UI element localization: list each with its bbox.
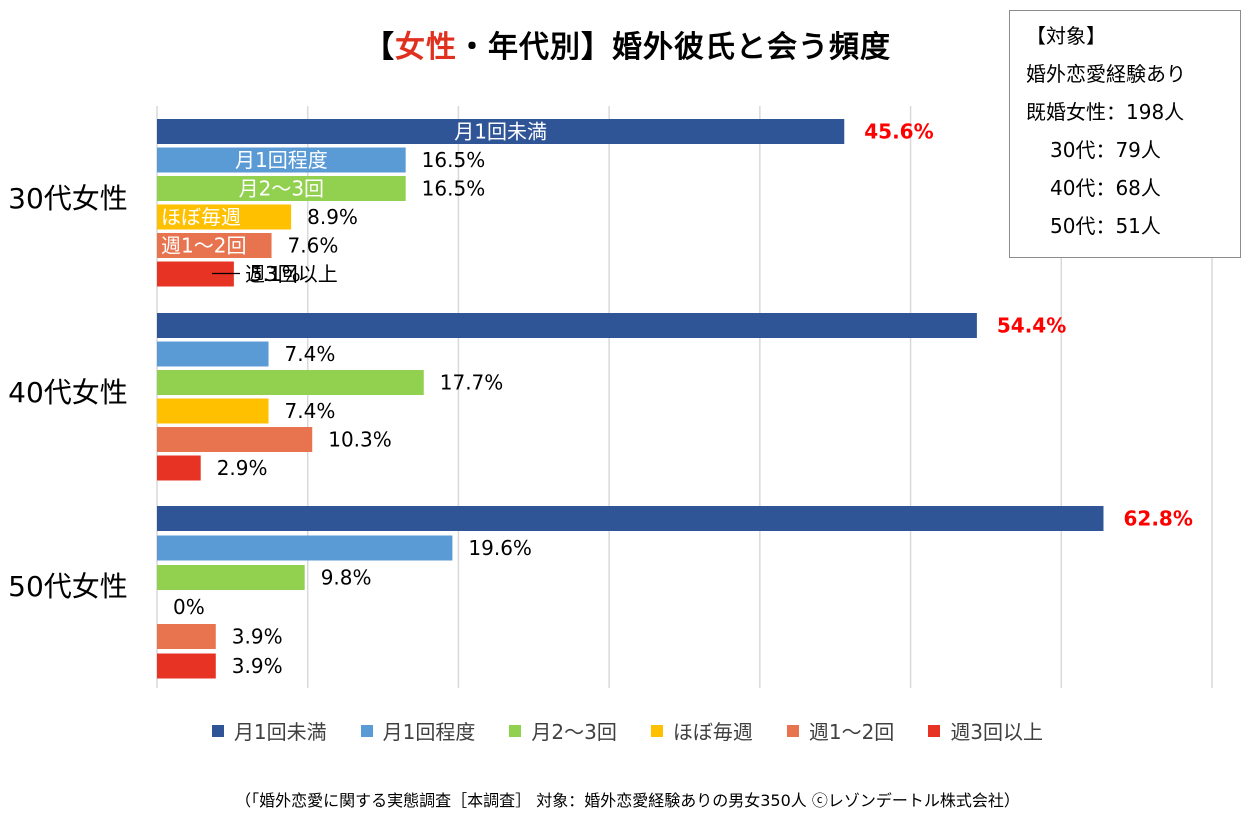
series-name-label: 週1～2回 — [161, 234, 246, 258]
legend-label: 週1～2回 — [808, 720, 895, 744]
legend-item: ほぼ毎週 — [650, 716, 753, 745]
data-label: 16.5% — [422, 148, 486, 172]
info-group-40s: 40代：68人 — [1050, 176, 1161, 200]
bar — [157, 427, 313, 452]
legend-item: 月2～3回 — [509, 716, 617, 745]
legend-swatch — [650, 724, 663, 737]
series-name-label: ほぼ毎週 — [161, 205, 241, 229]
series-name-label: 月1回未満 — [454, 120, 547, 144]
title-prefix: 【 — [364, 30, 395, 65]
info-group-30s: 30代：79人 — [1050, 138, 1161, 162]
data-label: 10.3% — [328, 428, 392, 452]
bar — [157, 204, 292, 230]
bar — [157, 147, 406, 173]
info-line-1: 婚外恋愛経験あり — [1026, 62, 1186, 86]
legend-item: 月1回程度 — [360, 716, 476, 745]
sample-info-box: 【対象】 婚外恋愛経験あり 既婚女性：198人 30代：79人 40代：68人 … — [1009, 10, 1241, 258]
legend-label: 月1回未満 — [233, 720, 327, 744]
bar — [157, 176, 406, 201]
title-suffix: ・年代別】婚外彼氏と会う頻度 — [457, 30, 891, 65]
legend-label: 月2～3回 — [531, 720, 617, 744]
series-name-label: 月1回程度 — [235, 148, 328, 172]
legend-swatch — [211, 724, 224, 737]
bar — [157, 313, 977, 338]
data-label: 16.5% — [422, 177, 486, 201]
legend-swatch — [509, 724, 522, 737]
data-label: 7.4% — [285, 399, 336, 423]
data-label: 17.7% — [440, 371, 504, 395]
legend-item: 週1～2回 — [786, 716, 895, 745]
bar — [157, 506, 1104, 531]
bar — [157, 370, 424, 395]
category-label: 50代女性 — [8, 570, 128, 603]
data-label: 9.8% — [321, 566, 372, 590]
series-name-label: 月2～3回 — [239, 177, 324, 201]
chart-legend: 月1回未満 月1回程度 月2～3回 ほぼ毎週 週1～2回 週3回以上 — [0, 716, 1255, 745]
bar-chart: 30代女性 40代女性 50代女性 45.6% 54.4% 62.8% 16.5% 7.4% 1… — [8, 106, 1213, 688]
category-label: 30代女性 — [8, 182, 128, 215]
data-label: 5.1% — [250, 262, 301, 286]
data-label: 8.9% — [307, 205, 358, 229]
data-label: 54.4% — [997, 314, 1066, 338]
source-footer: （「婚外恋愛に関する実態調査［本調査］ 対象：婚外恋愛経験ありの男女350人 ⓒ… — [235, 791, 1020, 810]
series-name-label: 週3回以上 — [245, 262, 338, 286]
title-highlight: 女性 — [395, 30, 457, 65]
legend-swatch — [928, 724, 941, 737]
legend-label: 週3回以上 — [950, 720, 1044, 744]
data-label: 0% — [173, 595, 205, 619]
legend-label: 月1回程度 — [382, 720, 476, 744]
legend-label: ほぼ毎週 — [672, 720, 753, 744]
bar — [157, 398, 269, 424]
bar — [157, 341, 269, 367]
info-group-50s: 50代：51人 — [1050, 214, 1161, 238]
data-label: 2.9% — [217, 456, 268, 480]
bar — [157, 653, 216, 679]
data-label: 19.6% — [468, 536, 532, 560]
data-label: 45.6% — [864, 120, 933, 144]
data-label: 3.9% — [232, 654, 283, 678]
category-label: 40代女性 — [8, 376, 128, 409]
bar — [157, 565, 305, 590]
data-label: 62.8% — [1123, 507, 1192, 531]
legend-swatch — [360, 724, 373, 737]
data-label: 3.9% — [232, 625, 283, 649]
data-label: 7.6% — [288, 234, 339, 258]
bar — [157, 119, 845, 144]
info-heading: 【対象】 — [1026, 24, 1106, 48]
bar — [157, 624, 216, 649]
bar — [157, 233, 272, 258]
legend-item: 週3回以上 — [928, 716, 1043, 745]
bar — [157, 535, 453, 561]
bar — [157, 455, 201, 481]
chart-title: 【女性・年代別】婚外彼氏と会う頻度 — [0, 22, 1255, 66]
legend-item: 月1回未満 — [211, 716, 327, 745]
data-label: 7.4% — [285, 342, 336, 366]
legend-swatch — [786, 724, 799, 737]
info-line-2: 既婚女性：198人 — [1026, 100, 1185, 124]
